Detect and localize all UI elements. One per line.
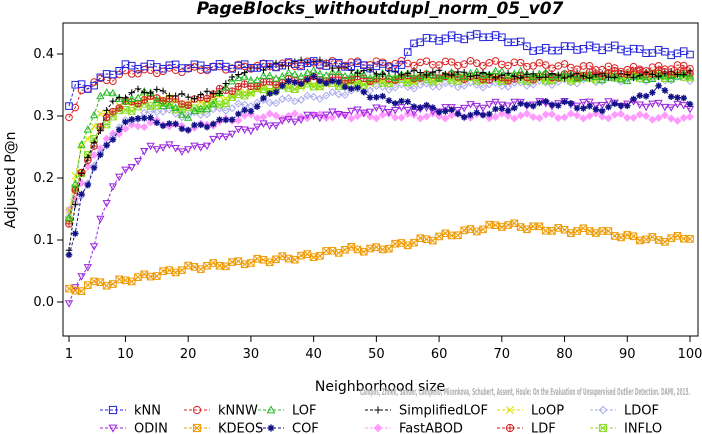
- legend-item-kdeos: KDEOS: [184, 422, 263, 434]
- series-simplifiedlof: [65, 56, 694, 254]
- legend-label: LDOF: [624, 404, 659, 419]
- legend-label: LoOP: [531, 404, 564, 419]
- x-tick-label: 80: [556, 347, 573, 362]
- series-knn: [65, 30, 694, 110]
- series-loop: [65, 69, 694, 215]
- legend-label: FastABOD: [399, 422, 463, 434]
- x-axis-label: Neighborhood size: [315, 379, 445, 395]
- legend: kNN kNNW LOF SimplifiedLOF LoOP LDOF ODIN KDEOS…: [100, 404, 662, 434]
- series-cof: [65, 73, 694, 259]
- legend-label: LDF: [531, 422, 556, 434]
- series-kdeos: [65, 219, 694, 295]
- x-tick-label: 40: [305, 347, 322, 362]
- x-tick-label: 70: [494, 347, 511, 362]
- y-tick-label: 0.0: [33, 295, 54, 310]
- series-line: [68, 72, 691, 221]
- legend-label: kNNW: [218, 404, 258, 419]
- series-layer: [64, 30, 695, 308]
- legend-marker: [506, 406, 514, 414]
- series-line: [68, 112, 691, 210]
- legend-item-simplifiedlof: SimplifiedLOF: [365, 404, 488, 419]
- x-tick-label: 90: [619, 347, 636, 362]
- legend-item-ldf: LDF: [497, 422, 556, 434]
- y-tick-label: 0.4: [33, 47, 54, 62]
- legend-label: COF: [292, 422, 319, 434]
- x-tick-label: 30: [243, 347, 260, 362]
- legend-item-ldof: LDOF: [590, 404, 659, 419]
- x-tick-label: 1: [65, 347, 73, 362]
- x-tick-label: 10: [117, 347, 134, 362]
- legend-marker: [598, 405, 608, 415]
- legend-marker: [373, 423, 383, 433]
- legend-marker: [192, 405, 202, 415]
- series-lof: [64, 65, 695, 221]
- legend-label: INFLO: [624, 422, 662, 434]
- legend-item-cof: COF: [258, 422, 319, 434]
- legend-item-lof: LOF: [258, 404, 317, 419]
- watermark: Campos, Zimek, Sander, Campello, Micenko…: [360, 387, 690, 398]
- series-line: [68, 69, 691, 224]
- legend-item-knnw: kNNW: [184, 404, 258, 419]
- legend-item-odin: ODIN: [100, 422, 168, 434]
- legend-label: SimplifiedLOF: [399, 404, 488, 419]
- legend-marker: [374, 406, 382, 414]
- y-tick-label: 0.3: [33, 109, 54, 124]
- legend-marker: [505, 423, 515, 433]
- legend-marker: [598, 423, 608, 433]
- legend-item-fastabod: FastABOD: [365, 422, 463, 434]
- chart-title: PageBlocks_withoutdupl_norm_05_v07: [197, 0, 564, 19]
- legend-label: KDEOS: [218, 422, 263, 434]
- axis-ticks: 1 10 20 30 40 50 60 70 80 90 100 0.0 0.1 0.2 0.3 0.4: [33, 47, 702, 362]
- series-line: [68, 69, 691, 218]
- legend-item-knn: kNN: [100, 404, 161, 419]
- legend-item-loop: LoOP: [497, 404, 564, 419]
- series-line: [68, 72, 691, 211]
- y-tick-label: 0.2: [33, 171, 54, 186]
- legend-marker: [108, 405, 118, 415]
- legend-marker: [108, 424, 118, 433]
- legend-label: ODIN: [134, 422, 168, 434]
- legend-marker: [266, 405, 276, 414]
- series-line: [68, 100, 691, 304]
- plot-frame: [62, 22, 699, 337]
- y-tick-label: 0.1: [33, 233, 54, 248]
- legend-marker: [267, 424, 275, 432]
- x-tick-label: 20: [180, 347, 197, 362]
- legend-label: LOF: [292, 404, 317, 419]
- legend-marker: [192, 423, 202, 433]
- x-tick-label: 60: [431, 347, 448, 362]
- legend-label: kNN: [134, 404, 161, 419]
- x-tick-label: 50: [368, 347, 385, 362]
- legend-item-inflo: INFLO: [590, 422, 662, 434]
- y-axis-label: Adjusted P@n: [3, 131, 19, 228]
- series-line: [68, 59, 691, 251]
- x-tick-label: 100: [678, 347, 702, 362]
